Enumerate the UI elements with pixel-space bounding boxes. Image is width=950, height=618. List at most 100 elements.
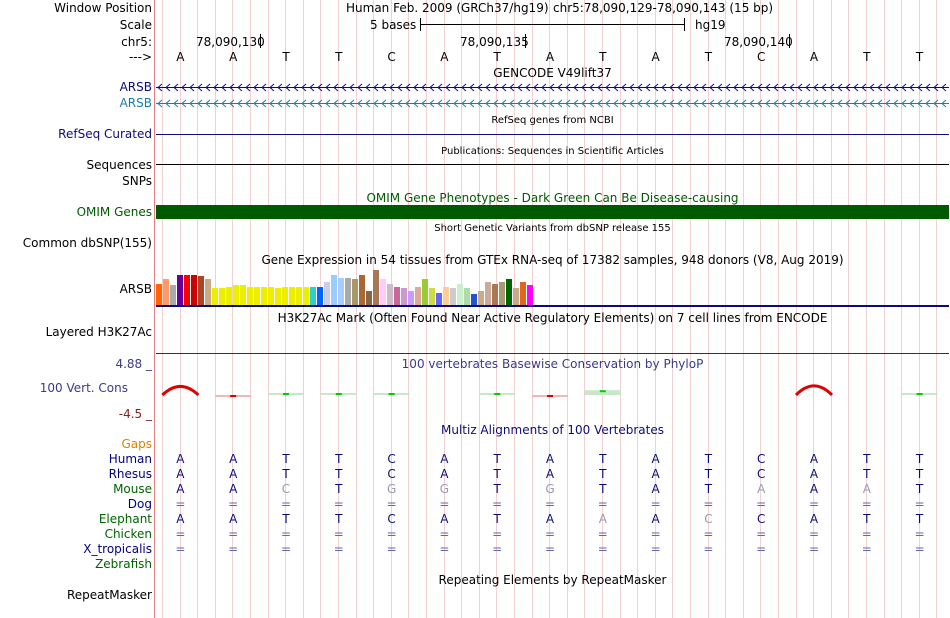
gtex-tissue-bar[interactable] [331,275,337,305]
gtex-tissue-bar[interactable] [212,288,218,305]
gtex-tissue-bar[interactable] [268,287,274,305]
h3k27ac-title[interactable]: H3K27Ac Mark (Often Found Near Active Re… [277,311,828,325]
gtex-tissue-bar[interactable] [156,284,162,305]
multiz-species-label[interactable]: Dog [127,497,152,511]
gtex-tissue-bar[interactable] [464,288,470,305]
refseq-title[interactable]: RefSeq genes from NCBI [491,115,614,126]
gtex-title[interactable]: Gene Expression in 54 tissues from GTEx … [261,253,844,267]
gtex-tissue-bar[interactable] [226,287,232,305]
gtex-tissue-bar[interactable] [457,284,463,305]
multiz-species-label[interactable]: X_tropicalis [83,542,152,556]
pubs-title[interactable]: Publications: Sequences in Scientific Ar… [441,146,664,157]
gtex-bars[interactable] [156,267,556,305]
gtex-tissue-bar[interactable] [415,287,421,305]
grid-line [461,0,462,618]
dbsnp-label[interactable]: Common dbSNP(155) [22,236,152,250]
gtex-tissue-bar[interactable] [359,275,365,305]
grid-line [655,0,656,618]
gtex-tissue-bar[interactable] [289,287,295,305]
gtex-tissue-bar[interactable] [219,288,225,305]
gtex-tissue-bar[interactable] [387,284,393,305]
gtex-tissue-bar[interactable] [443,287,449,305]
gtex-tissue-bar[interactable] [275,288,281,305]
multiz-species-label[interactable]: Elephant [98,512,152,526]
cons-peak[interactable] [161,384,200,397]
cons-label[interactable]: 100 Vert. Cons [39,381,128,395]
gtex-tissue-bar[interactable] [170,285,176,305]
gtex-tissue-bar[interactable] [436,293,442,305]
refseq-label[interactable]: RefSeq Curated [58,127,152,141]
snps-label[interactable]: SNPs [122,174,152,188]
gtex-tissue-bar[interactable] [520,282,526,305]
cons-score-bar[interactable] [584,390,621,395]
pubs-line[interactable] [156,164,949,165]
gtex-tissue-bar[interactable] [450,288,456,305]
omim-label[interactable]: OMIM Genes [76,205,152,219]
gencode-gene-label[interactable]: ARSB [119,80,152,94]
gtex-tissue-bar[interactable] [205,279,211,305]
multiz-base: A [809,512,819,526]
multiz-species-label[interactable]: Rhesus [108,467,152,481]
gtex-tissue-bar[interactable] [380,279,386,305]
gtex-tissue-bar[interactable] [317,287,323,305]
multiz-base: A [651,512,660,526]
gencode-gene-label[interactable]: ARSB [119,96,152,110]
gtex-tissue-bar[interactable] [373,270,379,305]
gtex-tissue-bar[interactable] [499,282,505,305]
gtex-tissue-bar[interactable] [471,294,477,305]
gtex-tissue-bar[interactable] [352,279,358,305]
cons-plot[interactable] [156,382,949,408]
gtex-tissue-bar[interactable] [184,275,190,305]
refseq-line[interactable] [156,134,949,135]
gtex-tissue-bar[interactable] [240,285,246,305]
gtex-tissue-bar[interactable] [492,284,498,305]
gtex-tissue-bar[interactable] [429,288,435,305]
gtex-tissue-bar[interactable] [261,287,267,305]
multiz-species-label[interactable]: Zebrafish [95,557,152,571]
gtex-tissue-bar[interactable] [254,287,260,305]
omim-bar[interactable] [156,205,949,219]
repeatmasker-title[interactable]: Repeating Elements by RepeatMasker [438,573,667,587]
pubs-label[interactable]: Sequences [86,158,152,172]
gtex-tissue-bar[interactable] [296,287,302,305]
multiz-base: A [176,452,185,466]
gtex-tissue-bar[interactable] [233,285,239,305]
omim-title[interactable]: OMIM Gene Phenotypes - Dark Green Can Be… [366,191,739,205]
h3k27ac-label[interactable]: Layered H3K27Ac [45,325,152,339]
gtex-tissue-bar[interactable] [303,287,309,305]
gtex-tissue-bar[interactable] [198,276,204,305]
repeatmasker-label[interactable]: RepeatMasker [66,588,152,602]
multiz-base: = [703,497,714,511]
gtex-tissue-bar[interactable] [478,291,484,305]
gtex-tissue-bar[interactable] [485,282,491,305]
multiz-species-label[interactable]: Chicken [104,527,152,541]
dbsnp-title[interactable]: Short Genetic Variants from dbSNP releas… [434,223,671,234]
gtex-tissue-bar[interactable] [527,285,533,305]
gtex-tissue-bar[interactable] [506,279,512,305]
gtex-label[interactable]: ARSB [119,282,152,296]
gtex-tissue-bar[interactable] [163,279,169,305]
scale-label: Scale [119,18,152,32]
gtex-tissue-bar[interactable] [310,287,316,305]
multiz-species-label[interactable]: Human [108,452,152,466]
gtex-tissue-bar[interactable] [394,287,400,305]
multiz-species-label[interactable]: Mouse [113,482,152,496]
gtex-tissue-bar[interactable] [247,287,253,305]
gtex-tissue-bar[interactable] [282,287,288,305]
gtex-tissue-bar[interactable] [191,275,197,305]
gtex-tissue-bar[interactable] [401,288,407,305]
cons-title[interactable]: 100 vertebrates Basewise Conservation by… [401,357,704,371]
gtex-tissue-bar[interactable] [177,275,183,305]
multiz-base: = [914,527,925,541]
reference-base: A [809,50,819,64]
gtex-tissue-bar[interactable] [513,288,519,305]
gtex-tissue-bar[interactable] [366,291,372,305]
gtex-tissue-bar[interactable] [345,278,351,305]
gtex-tissue-bar[interactable] [408,291,414,305]
cons-peak[interactable] [794,384,834,397]
multiz-title[interactable]: Multiz Alignments of 100 Vertebrates [440,423,665,437]
gtex-tissue-bar[interactable] [422,279,428,305]
gtex-tissue-bar[interactable] [338,278,344,305]
gtex-tissue-bar[interactable] [324,282,330,305]
gencode-title[interactable]: GENCODE V49lift37 [493,66,612,80]
